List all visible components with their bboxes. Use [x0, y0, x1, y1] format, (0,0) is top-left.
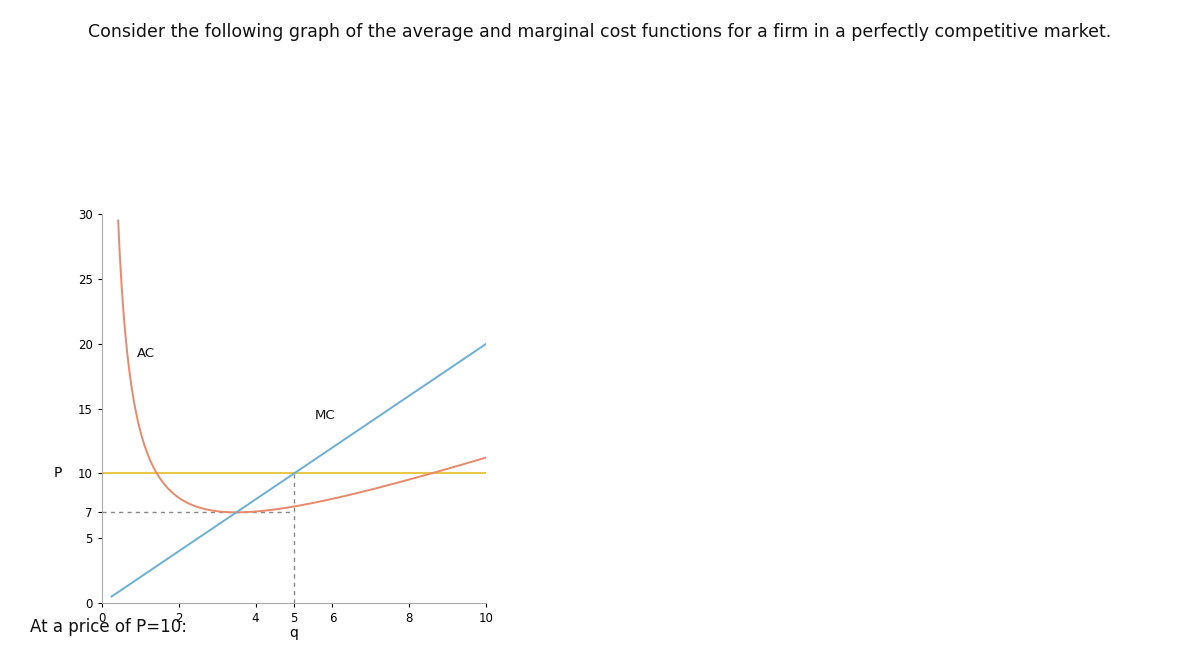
Text: Consider the following graph of the average and marginal cost functions for a fi: Consider the following graph of the aver… [89, 23, 1111, 42]
Text: AC: AC [137, 347, 155, 360]
Text: At a price of P=10:: At a price of P=10: [30, 618, 187, 636]
Text: P: P [54, 466, 62, 480]
X-axis label: q: q [289, 626, 299, 641]
Text: MC: MC [316, 409, 336, 422]
